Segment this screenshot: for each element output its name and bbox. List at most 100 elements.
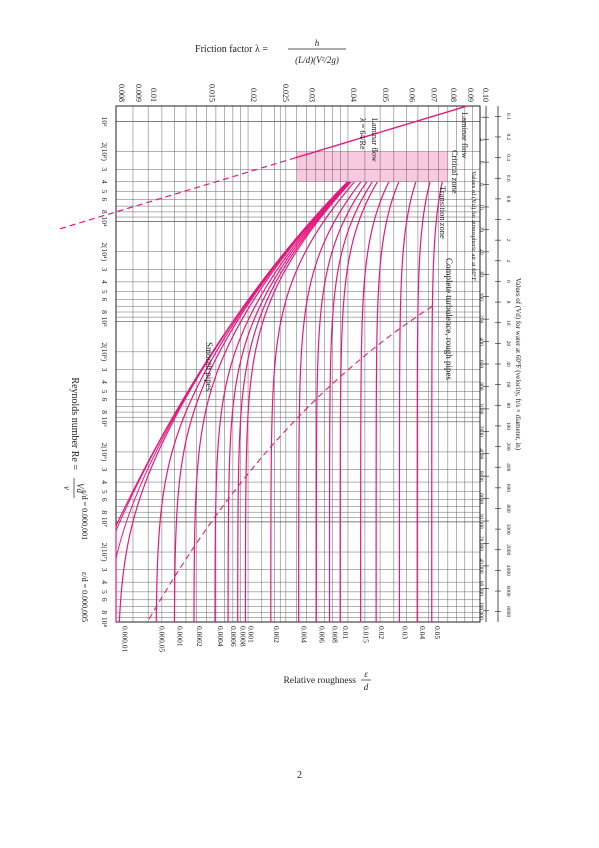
ytick-label: 0.09 (466, 88, 475, 102)
xtick-label: 6 (100, 398, 109, 402)
ylabel-numerator: h (315, 38, 320, 48)
laminar-line (295, 105, 468, 159)
roughness-label: 0.0004 (216, 626, 225, 647)
roughness-label: 0.0008 (239, 626, 248, 647)
annotation-eps-2: ε/d = 0.000,005 (80, 572, 89, 622)
right-label-denominator: d (364, 682, 369, 692)
vd-water-tick-label: 1000 (505, 524, 511, 535)
xtick-label: 4 (100, 480, 109, 484)
ytick-label: 0.10 (481, 88, 490, 102)
xtick-label: 3 (100, 368, 109, 372)
vd-water-tick-label: 100 (505, 422, 511, 431)
critical-zone-band (296, 151, 448, 182)
roughness-label: 0.03 (400, 626, 409, 639)
vd-water-tick-label: 8000 (505, 606, 511, 617)
roughness-curve (431, 181, 443, 622)
roughness-label: 0.004 (300, 626, 309, 643)
vd-air-tick-label: 4 (478, 138, 484, 141)
roughness-curve (237, 181, 351, 622)
roughness-curve (416, 181, 431, 622)
roughness-label: 0.0002 (195, 626, 204, 647)
xtick-label: 6 (100, 298, 109, 302)
ytick-label: 0.08 (449, 88, 458, 102)
xtick-label: 8 (100, 310, 109, 314)
xtick-label: 4 (100, 380, 109, 384)
vd-air-tick-label: 1000 (478, 403, 484, 414)
xtick-label: 10⁶ (100, 417, 109, 428)
xtick-label: 10⁸ (100, 617, 109, 628)
vd-air-tick-label: 100 (478, 293, 484, 302)
reynolds-number-label: Reynolds number Re = Vd ν (62, 377, 85, 498)
vd-water-tick-label: 4 (505, 259, 511, 262)
chart-grid (115, 106, 481, 623)
xtick-label: 10³ (100, 117, 109, 128)
xtick-label: 5 (100, 190, 109, 194)
relative-roughness-label: Relative roughness ε d (283, 669, 371, 692)
vd-water-tick-label: 2 (505, 239, 511, 242)
vd-water-tick-label: 10 (505, 320, 511, 326)
annotation-eps-1: ε/d = 0.000,001 (80, 490, 89, 540)
annotation-laminar-flow: Laminar flow (370, 118, 379, 162)
ytick-label: 0.07 (430, 88, 439, 102)
vd-air-tick-label: 10,000 (478, 513, 484, 528)
vd-air-tick-label: 4000 (478, 448, 484, 459)
vd-air-tick-label: 6000 (478, 471, 484, 482)
vd-air-tick-label: 8000 (478, 493, 484, 504)
xtick-label: 2(10⁴) (100, 242, 109, 261)
vd-air-tick-label: 20,000 (478, 536, 484, 551)
ytick-label: 0.015 (208, 84, 217, 102)
vd-air-tick-label: 200 (478, 315, 484, 324)
roughness-label: 0.015 (362, 626, 371, 643)
roughness-label: 0.05 (433, 626, 442, 639)
vd-water-tick-label: 2000 (505, 544, 511, 555)
complete-turbulence-boundary (147, 305, 433, 622)
vd-air-tick-label: 100,000 (478, 602, 484, 620)
xtick-label: 4 (100, 580, 109, 584)
vd-water-tick-label: 200 (505, 442, 511, 451)
vd-air-tick-label: 2 (478, 116, 484, 119)
roughness-curve (193, 181, 349, 622)
vd-air-tick-label: 40 (478, 249, 484, 255)
vd-water-tick-label: 80 (505, 403, 511, 409)
vd-water-tick-label: 4000 (505, 565, 511, 576)
roughness-label: 0.0001 (175, 626, 184, 647)
ytick-label: 0.03 (307, 88, 316, 102)
friction-factor-label: Friction factor λ = h (L/d)(V²/2g) (195, 38, 346, 65)
roughness-curve (298, 181, 362, 622)
vd-water-tick-label: 0.2 (505, 134, 511, 141)
ylabel-prefix: Friction factor λ = (195, 44, 268, 55)
vd-water-tick-label: 0.6 (505, 175, 511, 182)
vd-water-tick-label: 400 (505, 463, 511, 472)
xtick-label: 8 (100, 410, 109, 414)
ytick-label: 0.025 (281, 84, 290, 102)
xtick-label: 6 (100, 498, 109, 502)
xtick-label: 3 (100, 468, 109, 472)
xtick-label: 4 (100, 180, 109, 184)
vd-water-tick-label: 6 (505, 280, 511, 283)
roughness-label: 0.0006 (229, 626, 238, 647)
right-label-prefix: Relative roughness (283, 676, 356, 686)
vd-air-tick-label: 6 (478, 161, 484, 164)
roughness-label: 0.02 (377, 626, 386, 639)
roughness-label: 0.002 (272, 626, 281, 643)
xtick-label: 10⁵ (100, 317, 109, 328)
critical-zone-fill (296, 151, 448, 182)
xtick-label: 3 (100, 568, 109, 572)
roughness-curve (270, 181, 356, 622)
vd-water-tick-label: 0.4 (505, 154, 511, 161)
plot-border (115, 105, 481, 623)
xtick-label: 3 (100, 167, 109, 171)
vd-air-tick-label: 60 (478, 272, 484, 278)
xtick-label: 5 (100, 490, 109, 494)
ytick-label: 0.04 (349, 88, 358, 102)
vd-water-tick-label: 0.8 (505, 195, 511, 202)
vd-water-tick-label: 8 (505, 301, 511, 304)
roughness-label: 0.01 (341, 626, 350, 639)
vd-water-tick-label: 600 (505, 484, 511, 493)
roughness-curve (155, 181, 349, 623)
xtick-label: 2(10⁶) (100, 442, 109, 461)
xtick-label: 5 (100, 590, 109, 594)
roughness-curve (214, 181, 350, 623)
annotation-smooth-pipes: Smooth pipes (204, 342, 214, 392)
